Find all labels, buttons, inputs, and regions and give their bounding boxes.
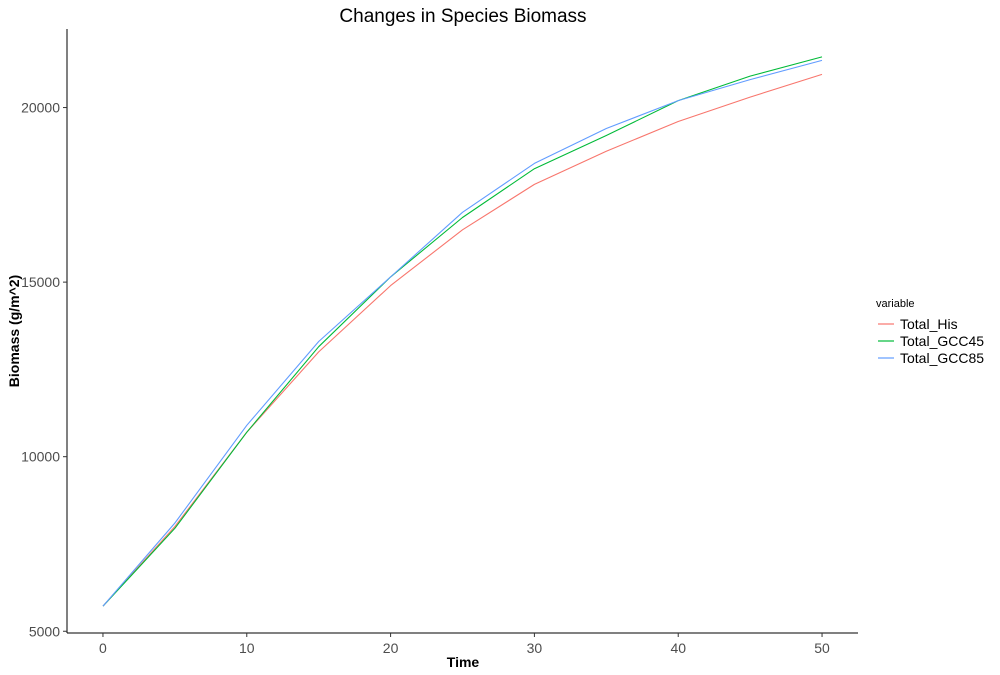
x-tick-label: 40 — [670, 640, 686, 656]
y-axis-title: Biomass (g/m^2) — [6, 275, 22, 387]
y-tick-label: 10000 — [21, 449, 60, 465]
y-tick-label: 5000 — [29, 623, 60, 639]
x-tick-label: 0 — [99, 640, 107, 656]
legend-label: Total_His — [900, 316, 958, 332]
legend-title: variable — [876, 298, 915, 310]
y-tick-label: 15000 — [21, 274, 60, 290]
x-tick-label: 20 — [383, 640, 399, 656]
y-tick-label: 20000 — [21, 100, 60, 116]
y-axis-ticks: 5000 10000 15000 20000 — [21, 100, 67, 639]
x-axis-ticks: 0 10 20 30 40 50 — [99, 633, 830, 656]
x-tick-label: 10 — [239, 640, 255, 656]
x-axis-title: Time — [447, 654, 480, 670]
legend-label: Total_GCC45 — [900, 333, 984, 349]
x-tick-label: 30 — [527, 640, 543, 656]
series-line-total-gcc45 — [102, 56, 823, 607]
chart-title: Changes in Species Biomass — [339, 6, 586, 27]
series-lines — [102, 56, 823, 607]
legend-label: Total_GCC85 — [900, 350, 984, 366]
x-tick-label: 50 — [814, 640, 830, 656]
series-line-total-gcc85 — [102, 59, 823, 607]
plot-area: 0 10 20 30 40 50 5000 10000 15000 20000 — [21, 29, 858, 656]
